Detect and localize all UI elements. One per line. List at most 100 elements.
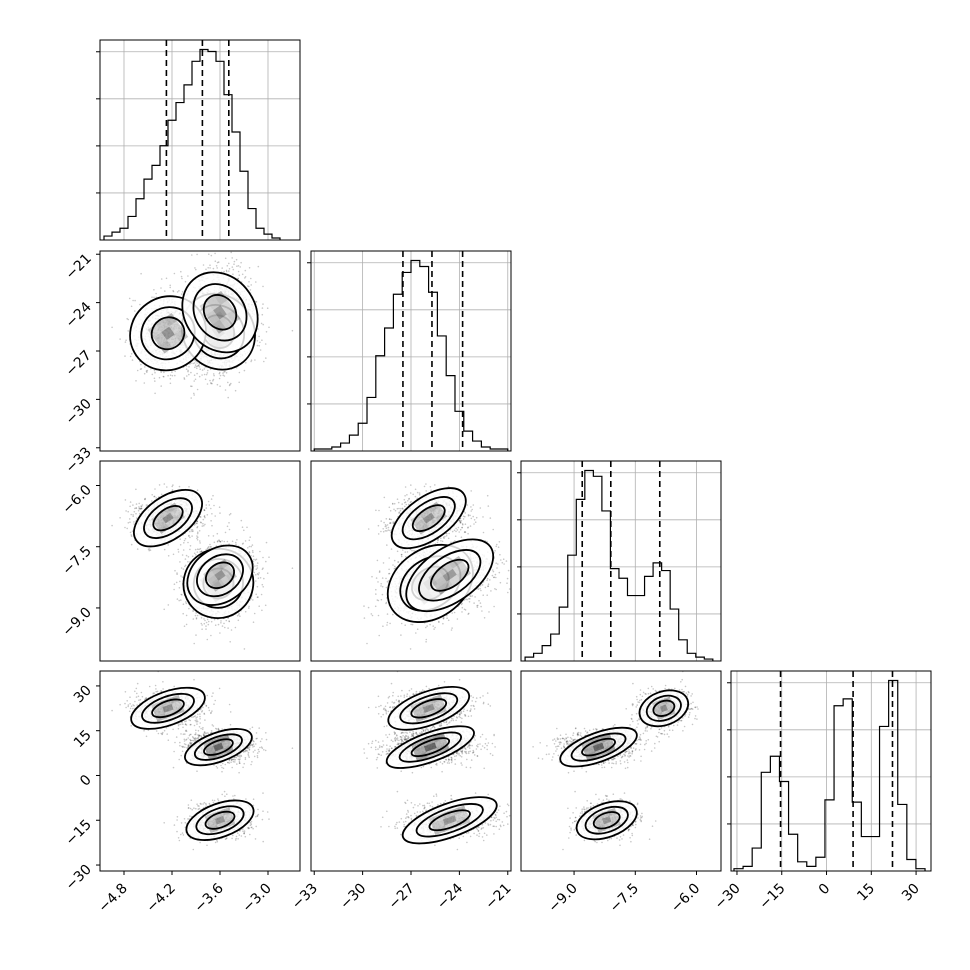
sample-point xyxy=(216,532,219,535)
sample-point xyxy=(228,268,231,270)
sample-point xyxy=(242,542,244,545)
sample-point xyxy=(188,534,190,537)
sample-point xyxy=(268,326,270,329)
sample-point xyxy=(196,372,198,375)
sample-point xyxy=(160,278,163,280)
sample-point xyxy=(129,531,132,534)
sample-point xyxy=(196,365,199,368)
sample-point xyxy=(248,552,251,554)
sample-point xyxy=(225,269,228,272)
sample-point xyxy=(206,514,209,516)
sample-point xyxy=(212,378,215,381)
sample-point xyxy=(140,505,142,507)
sample-point xyxy=(261,583,264,586)
sample-point xyxy=(130,534,132,536)
sample-point xyxy=(200,521,202,524)
sample-point xyxy=(119,338,121,340)
sample-point xyxy=(258,605,261,607)
sample-point xyxy=(218,506,221,509)
sample-point xyxy=(244,269,247,272)
sample-point xyxy=(196,520,198,522)
sample-point xyxy=(140,507,143,510)
sample-point xyxy=(190,529,193,531)
sample-point xyxy=(183,377,185,379)
sample-point xyxy=(201,369,204,371)
sample-point xyxy=(247,547,249,549)
sample-point xyxy=(209,379,211,382)
sample-point xyxy=(233,263,235,266)
sample-point xyxy=(226,525,229,528)
sample-point xyxy=(200,550,203,553)
sample-point xyxy=(250,554,252,557)
sample-point xyxy=(196,551,199,553)
sample-point xyxy=(129,505,131,508)
sample-point xyxy=(252,599,254,601)
density-cell xyxy=(219,314,234,329)
sample-point xyxy=(181,277,183,280)
sample-point xyxy=(185,614,188,617)
sample-point xyxy=(128,518,131,520)
sample-point xyxy=(143,382,146,384)
sample-point xyxy=(183,539,186,542)
sample-point xyxy=(187,275,189,277)
sample-point xyxy=(247,285,249,287)
sample-point xyxy=(190,362,192,364)
sample-point xyxy=(219,541,222,543)
sample-point xyxy=(205,268,207,271)
sample-point xyxy=(180,599,182,601)
sample-point xyxy=(207,267,209,269)
sample-point xyxy=(219,374,222,377)
sample-point xyxy=(210,382,212,384)
sample-point xyxy=(266,307,269,310)
contour-2-1-3-2 xyxy=(192,283,248,342)
sample-point xyxy=(205,504,208,506)
sample-point xyxy=(223,371,225,373)
sample-point xyxy=(203,509,206,512)
sample-point xyxy=(204,378,207,381)
sample-point xyxy=(140,505,143,508)
sample-point xyxy=(210,254,213,257)
sample-point xyxy=(140,272,142,275)
sample-point xyxy=(153,377,156,380)
sample-point xyxy=(239,615,241,617)
sample-point xyxy=(249,247,251,249)
sample-point xyxy=(257,328,259,330)
sample-point xyxy=(151,494,153,496)
sample-point xyxy=(196,535,198,537)
sample-point xyxy=(130,305,133,308)
hist-panel-3 xyxy=(517,460,722,662)
sample-point xyxy=(209,368,212,371)
sample-point xyxy=(203,368,206,370)
density-cell xyxy=(205,310,220,325)
sample-point xyxy=(207,623,210,626)
sample-point xyxy=(238,274,241,277)
sample-point xyxy=(154,392,156,395)
sample-point xyxy=(182,568,185,570)
sample-point xyxy=(261,339,263,342)
sample-point xyxy=(139,303,141,306)
sample-point xyxy=(234,389,237,392)
sample-point xyxy=(195,618,198,620)
sample-point xyxy=(158,484,161,486)
sample-point xyxy=(130,543,133,546)
density-cell xyxy=(153,332,167,346)
sample-point xyxy=(260,593,263,596)
sample-point xyxy=(190,397,192,399)
sample-point xyxy=(227,396,229,399)
sample-point xyxy=(214,260,217,263)
sample-point xyxy=(193,362,196,364)
sample-point xyxy=(176,572,178,574)
sample-point xyxy=(167,374,169,377)
sample-point xyxy=(209,267,211,269)
sample-point xyxy=(241,543,244,545)
sample-point xyxy=(241,273,244,276)
sample-point xyxy=(221,267,223,269)
sample-point xyxy=(126,527,128,530)
panel-2-1 xyxy=(99,247,301,452)
sample-point xyxy=(196,525,199,528)
sample-point xyxy=(207,369,209,372)
sample-point xyxy=(191,555,194,558)
sample-point xyxy=(200,551,202,553)
density-cell xyxy=(169,320,183,335)
sample-point xyxy=(236,614,239,617)
